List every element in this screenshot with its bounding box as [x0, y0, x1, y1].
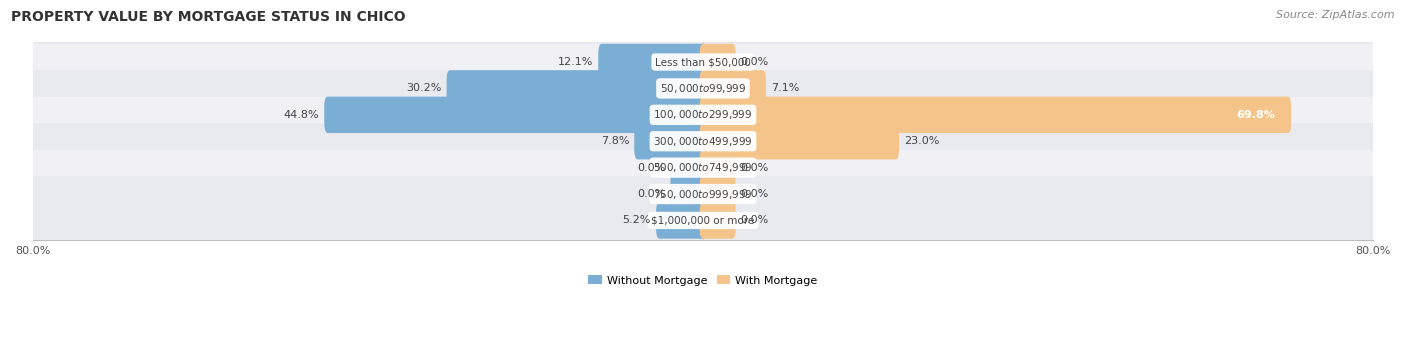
FancyBboxPatch shape: [6, 123, 1400, 212]
Text: 7.8%: 7.8%: [600, 136, 630, 146]
FancyBboxPatch shape: [6, 97, 1400, 186]
FancyBboxPatch shape: [325, 97, 706, 133]
FancyBboxPatch shape: [700, 123, 898, 159]
FancyBboxPatch shape: [599, 44, 706, 80]
FancyBboxPatch shape: [671, 149, 706, 186]
Legend: Without Mortgage, With Mortgage: Without Mortgage, With Mortgage: [583, 271, 823, 290]
Text: Less than $50,000: Less than $50,000: [655, 57, 751, 67]
FancyBboxPatch shape: [700, 202, 735, 239]
FancyBboxPatch shape: [671, 176, 706, 212]
Text: $1,000,000 or more: $1,000,000 or more: [651, 216, 755, 225]
Text: $750,000 to $999,999: $750,000 to $999,999: [654, 188, 752, 201]
Text: 0.0%: 0.0%: [741, 57, 769, 67]
FancyBboxPatch shape: [6, 44, 1400, 133]
FancyBboxPatch shape: [700, 149, 735, 186]
Text: 0.0%: 0.0%: [741, 163, 769, 173]
Text: 7.1%: 7.1%: [770, 83, 799, 94]
FancyBboxPatch shape: [447, 70, 706, 107]
FancyBboxPatch shape: [6, 176, 1400, 265]
Text: PROPERTY VALUE BY MORTGAGE STATUS IN CHICO: PROPERTY VALUE BY MORTGAGE STATUS IN CHI…: [11, 10, 406, 24]
Text: Source: ZipAtlas.com: Source: ZipAtlas.com: [1277, 10, 1395, 20]
FancyBboxPatch shape: [700, 44, 735, 80]
Text: 0.0%: 0.0%: [741, 216, 769, 225]
Text: $500,000 to $749,999: $500,000 to $749,999: [654, 161, 752, 174]
Text: 0.0%: 0.0%: [637, 189, 665, 199]
Text: 0.0%: 0.0%: [741, 189, 769, 199]
FancyBboxPatch shape: [700, 70, 766, 107]
FancyBboxPatch shape: [657, 202, 706, 239]
Text: 0.0%: 0.0%: [637, 163, 665, 173]
FancyBboxPatch shape: [6, 70, 1400, 159]
Text: $300,000 to $499,999: $300,000 to $499,999: [654, 135, 752, 148]
FancyBboxPatch shape: [700, 176, 735, 212]
Text: 30.2%: 30.2%: [406, 83, 441, 94]
Text: 12.1%: 12.1%: [558, 57, 593, 67]
FancyBboxPatch shape: [6, 150, 1400, 238]
Text: 5.2%: 5.2%: [623, 216, 651, 225]
Text: 69.8%: 69.8%: [1236, 110, 1275, 120]
FancyBboxPatch shape: [6, 18, 1400, 106]
FancyBboxPatch shape: [634, 123, 706, 159]
FancyBboxPatch shape: [700, 97, 1291, 133]
Text: 23.0%: 23.0%: [904, 136, 939, 146]
Text: $50,000 to $99,999: $50,000 to $99,999: [659, 82, 747, 95]
Text: $100,000 to $299,999: $100,000 to $299,999: [654, 108, 752, 121]
Text: 44.8%: 44.8%: [284, 110, 319, 120]
